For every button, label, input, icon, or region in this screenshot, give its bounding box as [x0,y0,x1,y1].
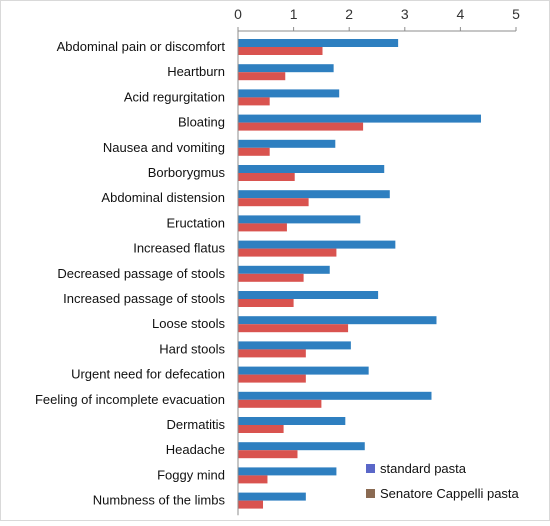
bar-standard-pasta-hard-stools [238,341,351,350]
bar-standard-pasta-dermatitis [238,417,346,425]
category-label-abdominal-distension: Abdominal distension [101,190,225,205]
x-tick-label: 1 [290,6,298,22]
bar-senatore-cappelli-pasta-urgent-need-for-defecation [238,374,306,383]
bar-senatore-cappelli-pasta-numbness-of-the-limbs [238,500,264,509]
legend-marker-standard-pasta [366,464,375,473]
category-label-bloating: Bloating [178,115,225,130]
bar-standard-pasta-increased-flatus [238,240,396,249]
bar-senatore-cappelli-pasta-abdominal-distension [238,198,309,207]
category-label-headache: Headache [166,442,225,457]
bars [238,39,481,509]
bar-senatore-cappelli-pasta-foggy-mind [238,475,268,484]
category-label-dermatitis: Dermatitis [166,417,225,432]
bar-standard-pasta-loose-stools [238,316,437,325]
legend-marker-senatore-cappelli-pasta [366,489,375,498]
category-label-borborygmus: Borborygmus [148,165,226,180]
category-label-acid-regurgitation: Acid regurgitation [124,89,225,104]
category-label-decreased-passage-of-stools: Decreased passage of stools [57,266,225,281]
bar-senatore-cappelli-pasta-decreased-passage-of-stools [238,273,304,282]
bar-standard-pasta-eructation [238,215,361,224]
bar-standard-pasta-feeling-of-incomplete-evacuation [238,391,432,400]
bar-senatore-cappelli-pasta-increased-flatus [238,248,337,257]
bar-standard-pasta-numbness-of-the-limbs [238,492,306,501]
bar-senatore-cappelli-pasta-acid-regurgitation [238,97,270,106]
bar-senatore-cappelli-pasta-eructation [238,223,287,232]
category-label-eructation: Eructation [166,215,225,230]
category-label-nausea-and-vomiting: Nausea and vomiting [103,140,225,155]
bar-standard-pasta-heartburn [238,64,334,73]
bar-standard-pasta-increased-passage-of-stools [238,291,379,299]
legend-label-senatore-cappelli-pasta: Senatore Cappelli pasta [380,486,520,501]
bar-standard-pasta-borborygmus [238,165,385,173]
x-tick-label: 2 [345,6,353,22]
category-label-urgent-need-for-defecation: Urgent need for defecation [71,367,225,382]
legend: standard pasta Senatore Cappelli pasta [366,461,520,501]
bar-senatore-cappelli-pasta-headache [238,450,298,459]
x-tick-label: 4 [457,6,465,22]
bar-senatore-cappelli-pasta-abdominal-pain-or-discomfort [238,47,323,55]
category-label-heartburn: Heartburn [167,64,225,79]
bar-senatore-cappelli-pasta-bloating [238,122,364,131]
x-tick-label: 5 [512,6,520,22]
x-tick-label: 3 [401,6,409,22]
bar-senatore-cappelli-pasta-borborygmus [238,173,295,181]
bar-standard-pasta-urgent-need-for-defecation [238,366,369,375]
category-label-increased-flatus: Increased flatus [133,241,225,256]
category-label-feeling-of-incomplete-evacuation: Feeling of incomplete evacuation [35,392,225,407]
bar-standard-pasta-decreased-passage-of-stools [238,265,330,274]
bar-standard-pasta-abdominal-pain-or-discomfort [238,39,399,47]
bar-senatore-cappelli-pasta-heartburn [238,72,286,81]
category-label-increased-passage-of-stools: Increased passage of stools [63,291,225,306]
category-label-numbness-of-the-limbs: Numbness of the limbs [93,493,226,508]
category-label-hard-stools: Hard stools [159,341,225,356]
category-label-foggy-mind: Foggy mind [157,467,225,482]
bar-standard-pasta-foggy-mind [238,467,337,476]
category-label-loose-stools: Loose stools [152,316,225,331]
bar-senatore-cappelli-pasta-dermatitis [238,425,284,433]
bar-senatore-cappelli-pasta-feeling-of-incomplete-evacuation [238,399,322,408]
bar-senatore-cappelli-pasta-loose-stools [238,324,349,333]
category-labels: Abdominal pain or discomfort Heartburn Aci… [35,39,226,508]
bar-standard-pasta-nausea-and-vomiting [238,139,336,148]
category-label-abdominal-pain-or-discomfort: Abdominal pain or discomfort [57,39,226,54]
bar-standard-pasta-headache [238,442,365,451]
bar-senatore-cappelli-pasta-hard-stools [238,349,306,358]
x-tick-label: 0 [234,6,242,22]
bar-senatore-cappelli-pasta-increased-passage-of-stools [238,299,294,307]
bar-senatore-cappelli-pasta-nausea-and-vomiting [238,147,270,156]
legend-label-standard-pasta: standard pasta [380,461,467,476]
bar-standard-pasta-bloating [238,114,481,123]
bar-standard-pasta-abdominal-distension [238,190,390,199]
bar-standard-pasta-acid-regurgitation [238,89,340,98]
x-axis: 0 1 2 3 4 5 [234,6,520,32]
